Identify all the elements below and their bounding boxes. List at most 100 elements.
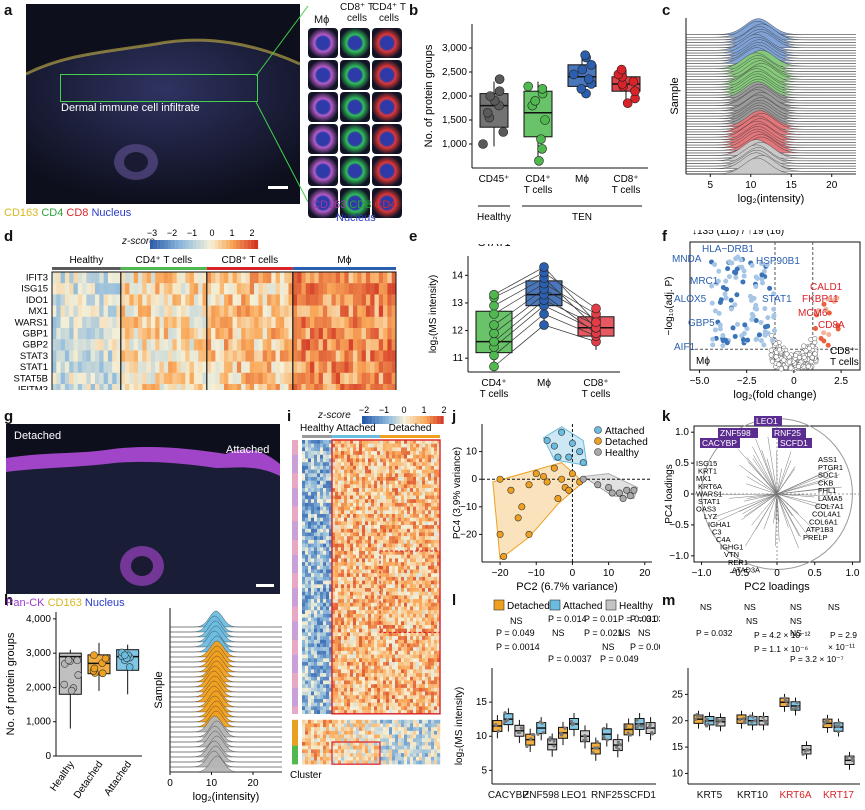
heat-cell — [320, 547, 324, 552]
heat-cell — [419, 613, 423, 618]
cell-inset — [372, 60, 402, 90]
heat-cell — [395, 610, 399, 615]
heat-cell — [359, 617, 363, 622]
heat-cell — [386, 602, 390, 607]
heat-cell — [419, 458, 423, 463]
heat-cell — [434, 451, 438, 455]
heat-cell — [311, 658, 315, 663]
heat-cell — [422, 669, 426, 674]
heat-cell — [425, 480, 429, 485]
heat-cell — [386, 465, 390, 470]
heat-cell — [387, 305, 392, 317]
heat-cell — [103, 316, 109, 329]
heat-cell — [353, 294, 358, 306]
heat-cell — [380, 628, 384, 633]
heat-cell — [401, 451, 405, 455]
heat-cell — [198, 305, 203, 317]
heat-cell — [368, 591, 372, 596]
heat-cell — [344, 532, 348, 537]
heat-cell — [368, 551, 372, 555]
data-point — [60, 680, 69, 689]
heat-cell — [434, 462, 438, 467]
heat-cell — [416, 684, 420, 689]
heat-cell — [377, 551, 381, 555]
heat-cell — [428, 514, 432, 518]
heat-cell — [389, 602, 393, 607]
heat-cell — [383, 495, 387, 500]
heat-cell — [410, 502, 414, 507]
heat-cell — [392, 480, 396, 485]
heat-cell — [150, 283, 156, 295]
data-point — [125, 663, 134, 671]
heat-cell — [419, 488, 423, 492]
heat-cell — [314, 684, 318, 689]
heat-cell — [425, 669, 429, 674]
heat-cell — [434, 473, 438, 478]
heat-cell — [434, 495, 438, 500]
heat-cell — [361, 316, 367, 329]
heat-cell — [437, 680, 441, 685]
heat-cell — [392, 443, 396, 448]
heat-cell — [338, 536, 342, 541]
heat-cell — [431, 491, 435, 496]
heat-cell — [374, 547, 378, 552]
heat-cell — [404, 584, 408, 589]
heat-cell — [407, 469, 411, 474]
heat-cell — [317, 621, 321, 626]
legend-swatch — [211, 240, 215, 249]
heat-cell — [371, 458, 375, 463]
heat-cell — [138, 283, 143, 295]
cluster-bar — [292, 521, 298, 526]
heat-cell — [308, 488, 312, 492]
heat-cell — [193, 316, 199, 329]
data-point — [489, 361, 499, 372]
heat-cell — [347, 491, 351, 496]
heat-cell — [347, 451, 351, 455]
cell-inset — [372, 188, 402, 218]
heat-cell — [395, 562, 399, 566]
heat-cell — [359, 588, 363, 592]
heat-cell — [359, 506, 363, 511]
heat-cell — [371, 451, 375, 455]
heat-cell — [60, 339, 66, 351]
heat-cell — [374, 451, 378, 455]
heat-cell — [392, 473, 396, 478]
heat-cell — [410, 639, 414, 644]
heat-cell — [344, 551, 348, 555]
cluster-bar — [292, 684, 298, 689]
heat-cell — [365, 372, 371, 385]
heat-cell — [350, 491, 354, 496]
heat-cell — [332, 443, 336, 448]
heat-cell — [422, 469, 426, 474]
heat-cell — [365, 440, 369, 444]
heat-cell — [395, 443, 399, 448]
heat-cell — [434, 602, 438, 607]
heat-cell — [431, 551, 435, 555]
heat-cell — [398, 647, 402, 652]
heat-cell — [236, 328, 242, 340]
heat-cell — [359, 510, 363, 515]
heat-cell — [329, 447, 333, 452]
heat-cell — [159, 272, 164, 284]
heat-cell — [344, 305, 349, 317]
heat-cell — [176, 294, 182, 306]
heat-cell — [317, 469, 321, 474]
heat-cell — [347, 665, 351, 670]
heat-cell — [77, 283, 83, 295]
heat-cell — [332, 654, 336, 659]
heat-cell — [371, 454, 375, 459]
heat-cell — [419, 599, 423, 603]
heat-cell — [434, 543, 438, 548]
heat-cell — [322, 294, 328, 306]
heat-cell — [410, 573, 414, 578]
heat-cell — [377, 558, 381, 563]
heat-cell — [404, 650, 408, 655]
data-point — [489, 328, 499, 339]
heat-cell — [434, 584, 438, 589]
heat-cell — [254, 339, 259, 351]
heat-cell — [404, 473, 408, 478]
heat-cell — [90, 283, 96, 295]
heat-cell — [437, 588, 441, 592]
heat-cell — [428, 628, 432, 633]
heat-cell — [401, 502, 405, 507]
